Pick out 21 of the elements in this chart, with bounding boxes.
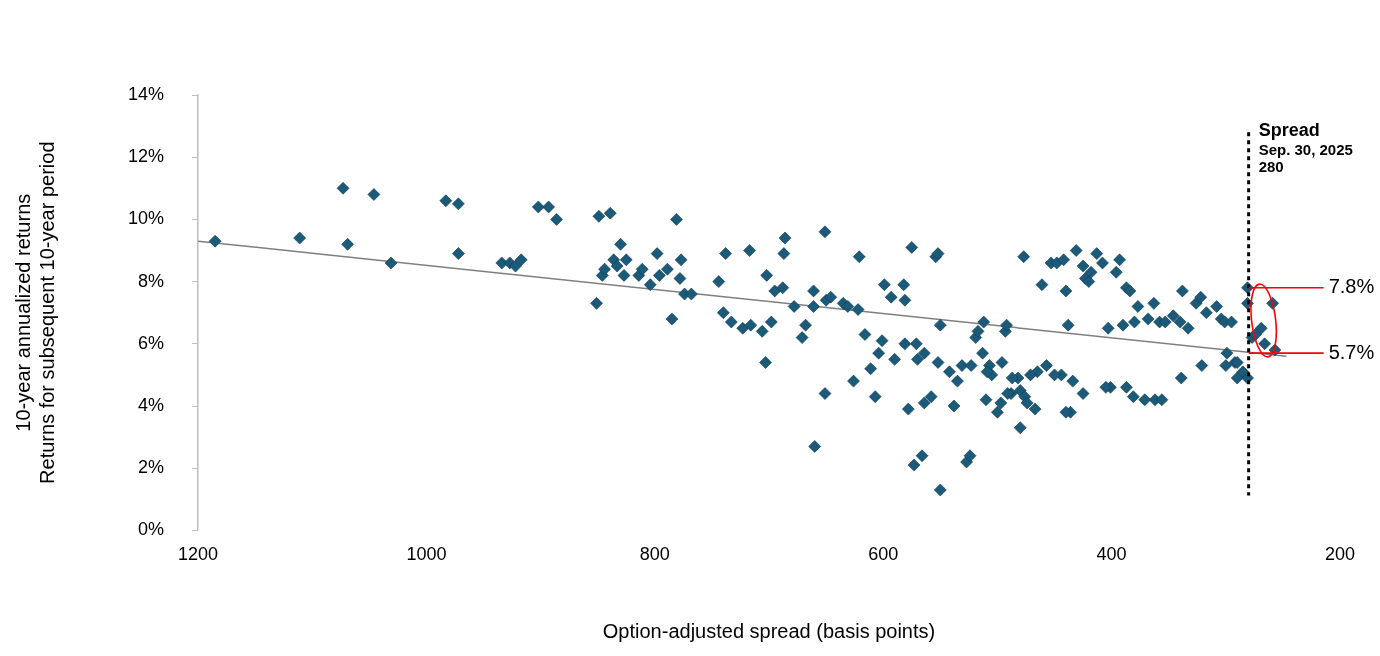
x-tick-label: 800 xyxy=(639,544,670,565)
annotation: 7.8% xyxy=(1328,275,1375,298)
y-tick-label: 0% xyxy=(138,519,165,540)
y-tick-label: 12% xyxy=(128,146,165,167)
annotation: 280 xyxy=(1258,157,1284,175)
y-tick-label: 8% xyxy=(138,270,165,291)
y-axis-title: 10-year annualized returns Returns for subsequent 10-year period xyxy=(11,141,58,484)
y-tick-label: 10% xyxy=(128,208,165,229)
x-tick-label: 600 xyxy=(868,544,899,565)
y-tick-label: 6% xyxy=(138,332,165,353)
y-tick-label: 4% xyxy=(138,394,165,415)
y-tick-label: 2% xyxy=(138,457,165,478)
ref-line-label: Spread xyxy=(1258,119,1320,140)
x-tick-label: 400 xyxy=(1096,544,1127,565)
y-tick-label: 14% xyxy=(128,83,165,104)
x-tick-label: 1200 xyxy=(178,544,219,565)
x-axis-title: Option-adjusted spread (basis points) xyxy=(602,619,936,642)
x-tick-label: 1000 xyxy=(406,544,447,565)
annotation: 5.7% xyxy=(1328,340,1375,363)
annotation: Sep. 30, 2025 xyxy=(1258,140,1353,158)
x-tick-label: 200 xyxy=(1324,544,1356,565)
